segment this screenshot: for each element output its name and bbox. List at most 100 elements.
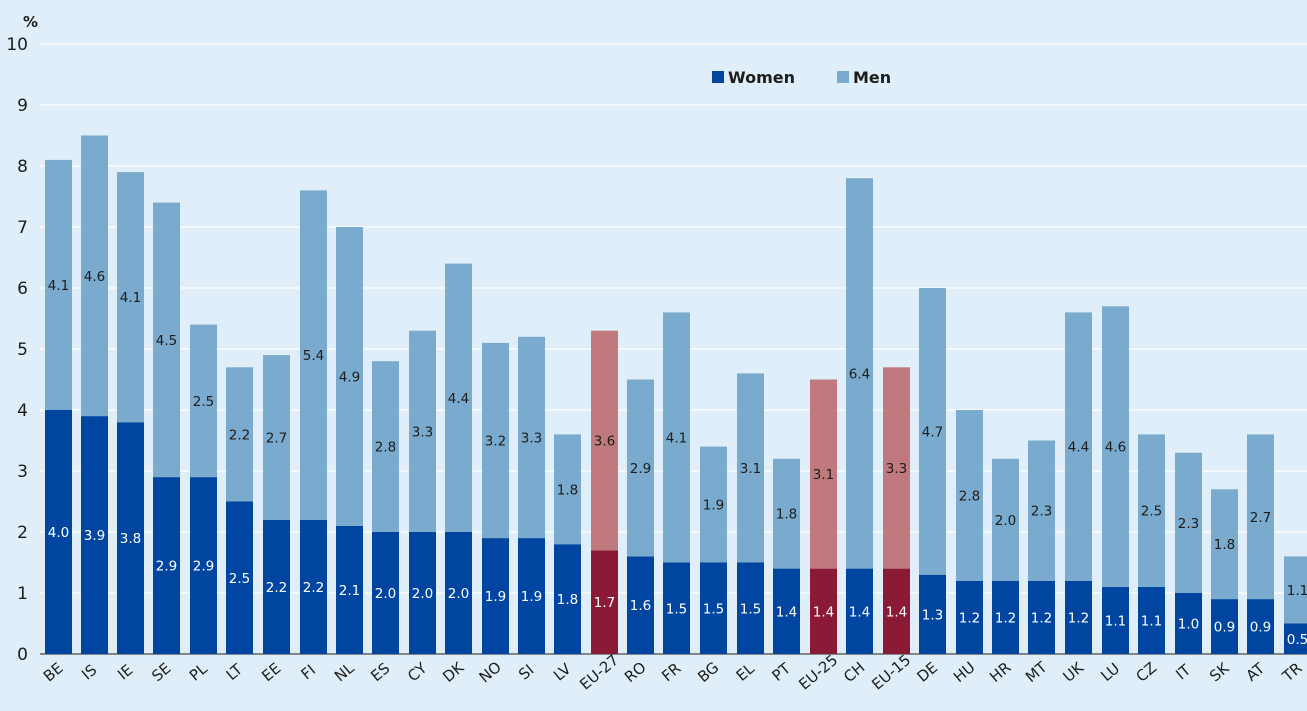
bar-men xyxy=(846,178,873,569)
bar-women xyxy=(919,574,946,654)
bar-men xyxy=(1102,306,1129,587)
y-tick-label: 8 xyxy=(17,157,28,177)
bar-women xyxy=(1284,623,1307,654)
bar-men xyxy=(1247,434,1274,600)
value-label-men: 4.4 xyxy=(1068,440,1089,456)
value-label-women: 1.0 xyxy=(1178,617,1199,633)
value-label-women: 1.4 xyxy=(813,604,834,620)
bar-women xyxy=(518,538,545,654)
bar-men xyxy=(919,288,946,575)
bar-men xyxy=(883,367,910,569)
legend-men-label: Men xyxy=(853,68,891,87)
bar-women xyxy=(1247,599,1274,654)
bar-men xyxy=(445,263,472,532)
bar-men xyxy=(1138,434,1165,587)
value-label-men: 1.8 xyxy=(776,507,797,523)
value-label-men: 2.0 xyxy=(995,513,1016,529)
bar-women xyxy=(992,580,1019,654)
value-label-women: 2.1 xyxy=(339,583,360,599)
value-label-women: 0.5 xyxy=(1287,632,1307,648)
value-label-women: 1.2 xyxy=(1068,610,1089,626)
bar-men xyxy=(591,330,618,551)
value-label-men: 2.7 xyxy=(266,430,287,446)
value-label-men: 2.3 xyxy=(1031,504,1052,520)
bar-men xyxy=(226,367,253,502)
bar-women xyxy=(737,562,764,654)
value-label-men: 4.5 xyxy=(156,333,177,349)
bar-men xyxy=(153,202,180,478)
value-label-women: 1.7 xyxy=(594,595,615,611)
value-label-men: 4.6 xyxy=(84,269,105,285)
value-label-women: 1.3 xyxy=(922,607,943,623)
bar-women xyxy=(409,532,436,654)
value-label-men: 6.4 xyxy=(849,366,870,382)
bar-women xyxy=(300,519,327,654)
y-tick-label: 6 xyxy=(17,279,28,299)
value-label-women: 2.2 xyxy=(303,580,324,596)
value-label-men: 4.9 xyxy=(339,369,360,385)
bar-women xyxy=(445,532,472,654)
value-label-women: 1.9 xyxy=(485,589,506,605)
bar-women xyxy=(554,544,581,654)
y-tick-label: 10 xyxy=(6,35,28,55)
bar-men xyxy=(482,342,509,539)
value-label-men: 3.3 xyxy=(886,461,907,477)
value-label-men: 2.7 xyxy=(1250,510,1271,526)
legend-men-swatch xyxy=(837,71,849,83)
bar-men xyxy=(1028,440,1055,581)
bar-men xyxy=(810,379,837,569)
bar-women xyxy=(846,568,873,654)
value-label-men: 3.3 xyxy=(521,430,542,446)
bar-women xyxy=(81,416,108,654)
value-label-women: 1.2 xyxy=(1031,610,1052,626)
value-label-men: 2.2 xyxy=(229,427,250,443)
value-label-women: 0.9 xyxy=(1250,620,1271,636)
value-label-men: 3.2 xyxy=(485,434,506,450)
y-tick-label: 0 xyxy=(17,645,28,665)
value-label-men: 4.7 xyxy=(922,424,943,440)
bar-men xyxy=(336,227,363,526)
value-label-women: 1.4 xyxy=(886,604,907,620)
value-label-women: 1.1 xyxy=(1141,613,1162,629)
bar-men xyxy=(117,172,144,423)
bar-men xyxy=(1065,312,1092,581)
value-label-men: 2.9 xyxy=(630,461,651,477)
value-label-women: 2.2 xyxy=(266,580,287,596)
y-tick-label: 1 xyxy=(17,584,28,604)
bar-women xyxy=(263,519,290,654)
y-tick-label: 3 xyxy=(17,462,28,482)
y-unit-label: % xyxy=(23,13,38,31)
value-label-men: 1.8 xyxy=(557,482,578,498)
bar-men xyxy=(372,361,399,532)
value-label-men: 2.8 xyxy=(375,440,396,456)
value-label-men: 4.1 xyxy=(120,290,141,306)
legend-women-swatch xyxy=(712,71,724,83)
value-label-men: 4.1 xyxy=(48,278,69,294)
value-label-women: 4.0 xyxy=(48,525,69,541)
bar-women xyxy=(956,580,983,654)
value-label-women: 1.6 xyxy=(630,598,651,614)
bar-women xyxy=(883,568,910,654)
bar-women xyxy=(1211,599,1238,654)
bar-men xyxy=(992,458,1019,581)
value-label-men: 2.5 xyxy=(1141,504,1162,520)
value-label-women: 1.5 xyxy=(740,601,761,617)
bar-women xyxy=(153,477,180,654)
value-label-men: 5.4 xyxy=(303,348,324,364)
value-label-men: 2.3 xyxy=(1178,516,1199,532)
y-axis-ticks: 0 1 2 3 4 5 6 7 8 9 10 xyxy=(6,35,28,665)
bar-women xyxy=(45,410,72,654)
bar-men xyxy=(300,190,327,520)
value-label-men: 1.1 xyxy=(1287,583,1307,599)
bar-men xyxy=(627,379,654,557)
value-label-women: 1.2 xyxy=(995,610,1016,626)
bar-women xyxy=(663,562,690,654)
bar-men xyxy=(773,458,800,569)
value-label-women: 3.9 xyxy=(84,528,105,544)
value-label-men: 2.5 xyxy=(193,394,214,410)
bar-women xyxy=(117,422,144,654)
bar-men xyxy=(663,312,690,563)
bar-women xyxy=(1028,580,1055,654)
value-label-women: 2.9 xyxy=(193,559,214,575)
bar-women xyxy=(190,477,217,654)
